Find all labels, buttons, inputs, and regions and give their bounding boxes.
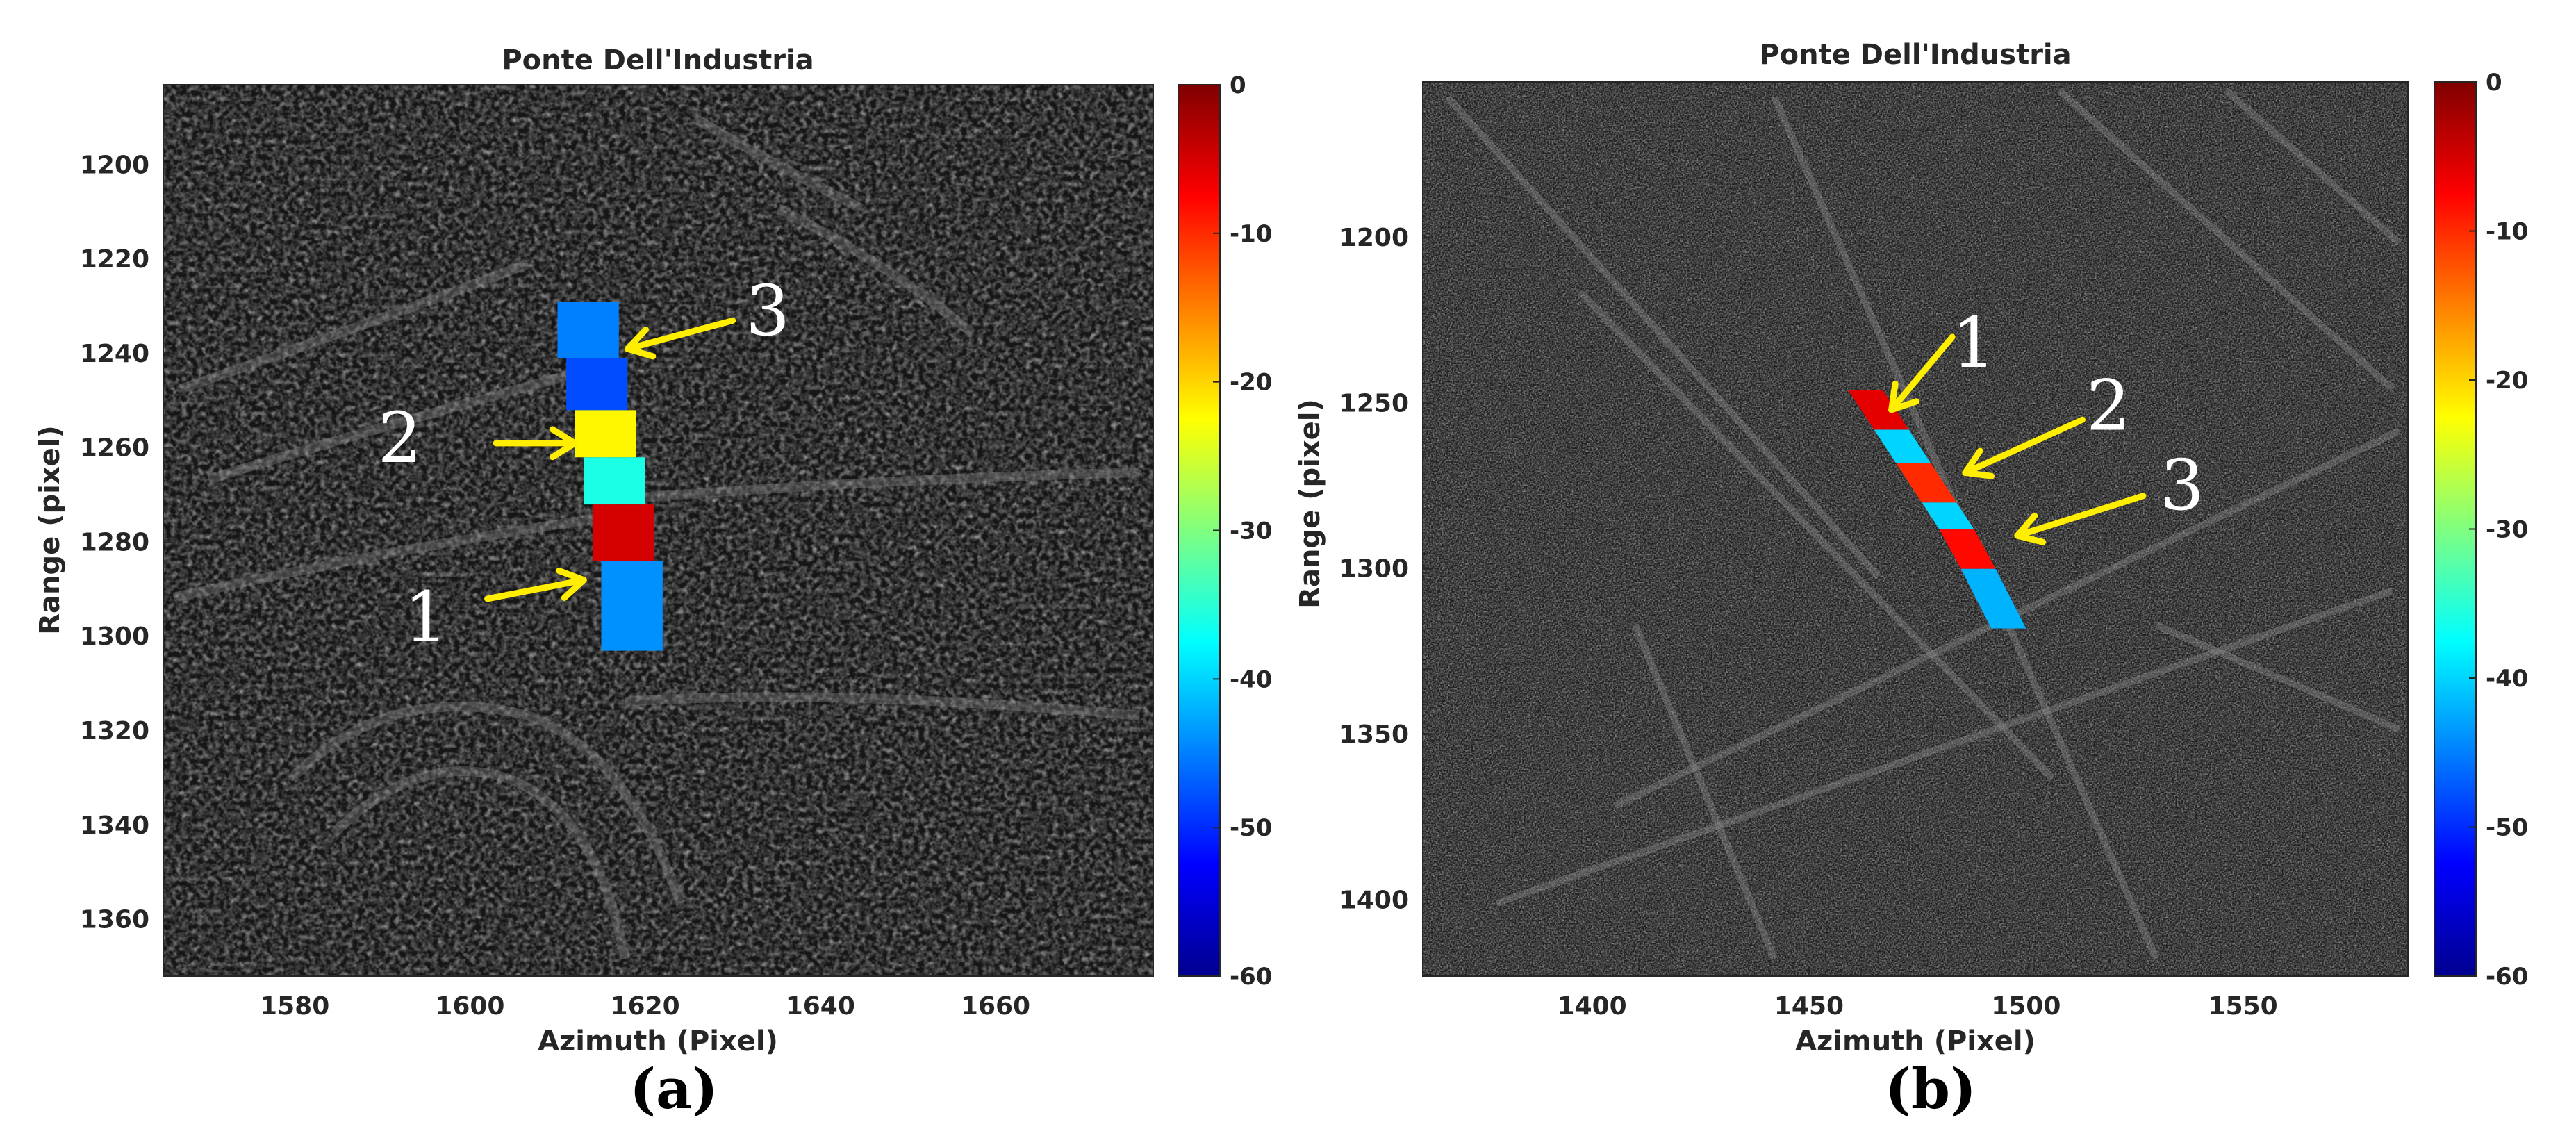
plot-frame xyxy=(1422,81,2409,977)
annotation-arrowhead xyxy=(2014,512,2047,545)
y-axis-ticks: 1200 1220 1240 1260 1280 1300 1320 1340 1360 xyxy=(80,151,173,934)
annotation-arrowhead xyxy=(1962,447,1995,479)
x-axis-label: Azimuth (Pixel) xyxy=(538,1025,778,1057)
x-tick-label: 1450 xyxy=(1774,992,1844,1021)
panel-caption: (a) xyxy=(629,1056,718,1121)
panel-a: Ponte Dell'Industria 1580 1600 1620 1640 166… xyxy=(34,44,1272,1121)
x-tick-label: 1500 xyxy=(1991,992,2061,1021)
overlay-segment xyxy=(575,410,636,458)
annotation-label: 3 xyxy=(745,270,790,352)
y-tick-label: 1340 xyxy=(80,811,149,840)
overlay-segment xyxy=(1895,463,1957,503)
overlay-segment xyxy=(557,302,619,358)
annotation-arrow xyxy=(1962,416,2086,476)
annotations-a: 3 2 1 xyxy=(378,270,790,658)
x-tick-label: 1660 xyxy=(961,992,1030,1021)
y-tick-label: 1360 xyxy=(80,906,149,934)
backscatter-overlay-a xyxy=(557,302,663,651)
x-axis-ticks: 1580 1600 1620 1640 1660 xyxy=(260,966,1030,1021)
annotation-arrow xyxy=(624,317,736,352)
x-axis-label: Azimuth (Pixel) xyxy=(1795,1025,2036,1057)
colorbar-tick-label: -30 xyxy=(2486,516,2528,544)
y-axis-label: Range (pixel) xyxy=(1294,399,1326,609)
colorbar-tick-label: -10 xyxy=(1230,220,1272,248)
y-tick-label: 1280 xyxy=(80,528,149,556)
chart-a-svg: Ponte Dell'Industria 1580 1600 1620 1640 166… xyxy=(34,44,1272,1121)
annotation-label: 2 xyxy=(378,397,422,479)
panel-b: Ponte Dell'Industria 1400 1450 1500 1550 12… xyxy=(1288,0,2576,1138)
overlay-segment xyxy=(1960,568,2026,629)
y-tick-label: 1300 xyxy=(1339,555,1409,584)
colorbar-tick-label: -10 xyxy=(2486,218,2528,246)
annotations-b: 1 23 xyxy=(1888,302,2204,545)
colorbar-tick-label: -60 xyxy=(2486,963,2528,991)
annotation-label: 1 xyxy=(1952,302,1997,384)
x-tick-label: 1600 xyxy=(435,992,504,1021)
backscatter-overlay-b xyxy=(1848,390,2026,629)
colorbar-tick-label: -60 xyxy=(1230,963,1272,991)
colorbar-tick-label: 0 xyxy=(1230,72,1246,99)
annotation-label: 2 xyxy=(2086,365,2131,447)
x-tick-label: 1400 xyxy=(1558,992,1627,1021)
colorbar-tick-label: 0 xyxy=(2486,69,2502,97)
annotation-label: 1 xyxy=(404,577,449,658)
chart-b-svg: Ponte Dell'Industria 1400 1450 1500 1550 12… xyxy=(1294,39,2528,1121)
x-tick-label: 1580 xyxy=(260,992,329,1021)
y-tick-label: 1350 xyxy=(1339,720,1409,749)
chart-title: Ponte Dell'Industria xyxy=(502,44,814,76)
y-tick-label: 1200 xyxy=(80,151,149,179)
annotation-arrowhead xyxy=(556,568,587,601)
x-tick-label: 1550 xyxy=(2208,992,2278,1021)
x-tick-label: 1620 xyxy=(610,992,679,1021)
colorbar-tick-label: -50 xyxy=(2486,814,2528,842)
annotation-arrow xyxy=(484,577,587,602)
overlay-segment xyxy=(601,561,663,651)
overlay-segment xyxy=(592,504,654,561)
colorbar-tick-label: -20 xyxy=(2486,367,2528,395)
overlay-segment xyxy=(584,457,645,505)
y-axis-ticks: 1200 1250 1300 1350 1400 xyxy=(1339,224,1433,914)
annotation-arrow xyxy=(2014,493,2147,539)
overlay-segment xyxy=(566,358,628,411)
y-axis-label: Range (pixel) xyxy=(34,425,66,635)
overlay-segment xyxy=(1848,390,1909,430)
y-tick-label: 1200 xyxy=(1339,224,1409,252)
x-tick-label: 1640 xyxy=(786,992,855,1021)
y-tick-label: 1250 xyxy=(1339,389,1409,418)
annotation-label: 3 xyxy=(2160,445,2204,526)
y-tick-label: 1400 xyxy=(1339,886,1409,914)
colorbar-tick-label: -50 xyxy=(1230,814,1272,842)
plot-frame xyxy=(163,84,1154,977)
annotation-arrowhead xyxy=(1888,380,1920,413)
colorbar-tick-label: -40 xyxy=(2486,665,2528,693)
overlay-segment xyxy=(1874,429,1931,463)
y-tick-label: 1260 xyxy=(80,434,149,463)
sar-image-b xyxy=(1423,82,2408,976)
overlay-segment xyxy=(1939,529,1996,569)
colorbar-tick-label: -40 xyxy=(1230,666,1272,693)
chart-title: Ponte Dell'Industria xyxy=(1759,39,2071,71)
sar-image-a xyxy=(163,85,1153,976)
annotation-arrow xyxy=(1888,333,1956,413)
annotation-arrowhead xyxy=(549,426,579,461)
colorbar-tick-label: -30 xyxy=(1230,518,1272,545)
y-tick-label: 1320 xyxy=(80,717,149,745)
y-tick-label: 1220 xyxy=(80,245,149,274)
y-tick-label: 1300 xyxy=(80,622,149,651)
colorbar-ticks: 0 -10 -20 -30 -40 -50 -60 xyxy=(2469,69,2528,991)
panel-caption: (b) xyxy=(1885,1056,1976,1121)
annotation-arrowhead xyxy=(624,327,657,360)
y-tick-label: 1240 xyxy=(80,340,149,368)
colorbar-tick-label: -20 xyxy=(1230,369,1272,397)
x-axis-ticks: 1400 1450 1500 1550 xyxy=(1558,966,2278,1021)
colorbar-ticks: 0 -10 -20 -30 -40 -50 -60 xyxy=(1213,72,1272,991)
